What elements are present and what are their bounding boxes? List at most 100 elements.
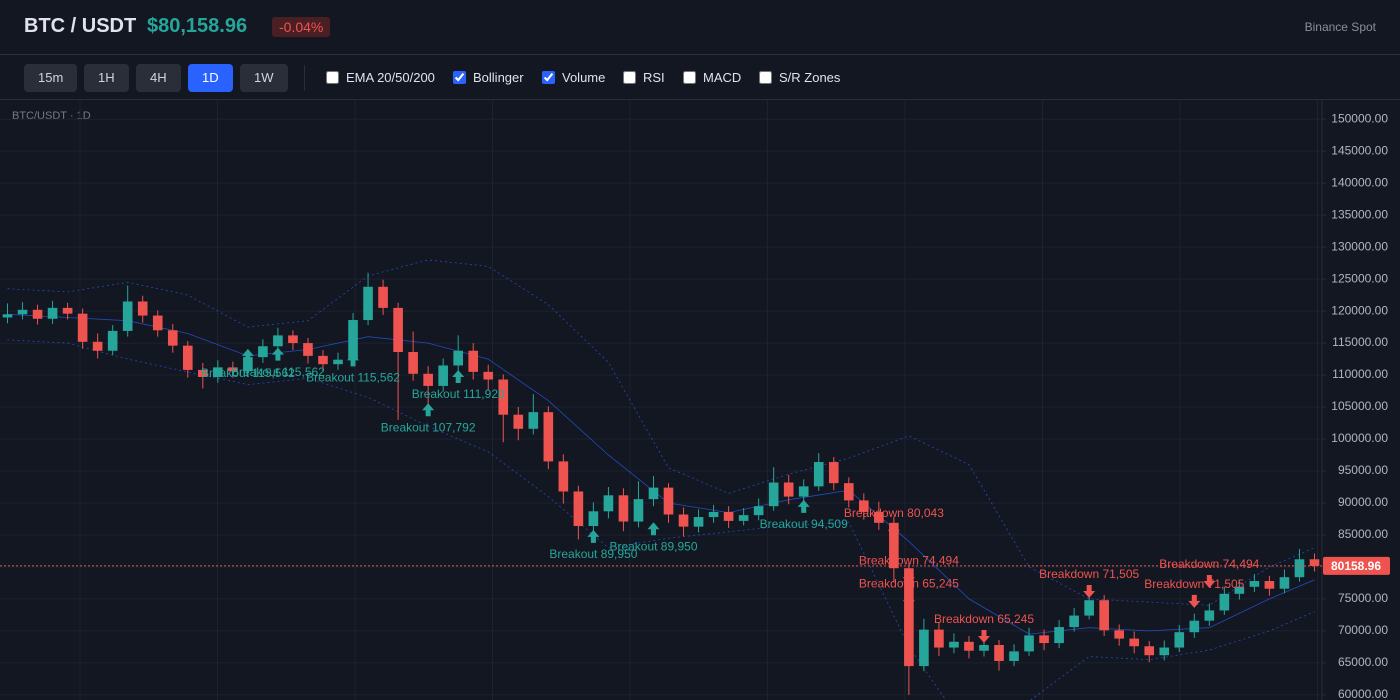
signal-arrow <box>1188 594 1201 608</box>
candle-body <box>393 307 403 353</box>
indicator-toggle[interactable]: S/R Zones <box>759 70 840 85</box>
signal-arrow <box>902 594 915 608</box>
candle-body <box>558 461 569 492</box>
candle-body <box>1129 638 1140 647</box>
candle-body <box>1249 581 1260 587</box>
candle-body <box>137 301 148 316</box>
candle-body <box>919 629 929 667</box>
y-tick-label: 120000.00 <box>1331 303 1388 317</box>
candle-body <box>453 350 464 366</box>
candle-body <box>543 412 554 462</box>
candle-body <box>874 511 884 523</box>
candle-body <box>633 499 644 522</box>
candle-body <box>483 371 494 380</box>
candle-body <box>723 511 734 521</box>
candle-body <box>904 568 914 667</box>
candle-body <box>348 320 358 360</box>
timeframe-button[interactable]: 1D <box>188 64 233 92</box>
candle-body <box>32 309 43 319</box>
indicator-label: MACD <box>703 70 742 85</box>
signal-label: Breakout 89,950 <box>609 539 697 553</box>
candle-body <box>1069 615 1079 628</box>
y-tick-label: 105000.00 <box>1331 399 1388 413</box>
y-tick-label: 125000.00 <box>1331 271 1388 285</box>
candle-body <box>1174 632 1185 648</box>
candle-body <box>813 462 824 487</box>
candle-body <box>1024 635 1034 652</box>
checkbox[interactable] <box>683 71 696 84</box>
signal-label: Breakdown 74,494 <box>1159 557 1259 571</box>
signal-arrow <box>1203 575 1216 589</box>
candle-body <box>1309 559 1320 566</box>
y-tick-label: 75000.00 <box>1338 591 1388 605</box>
change: -0.04% <box>272 17 331 37</box>
timeframe-button[interactable]: 15m <box>24 64 78 92</box>
candle-body <box>197 369 208 377</box>
signal-label: Breakdown 74,494 <box>859 553 959 567</box>
checkbox[interactable] <box>623 71 636 84</box>
chart-bg <box>0 100 1400 700</box>
candle-body <box>498 379 509 415</box>
signal-arrow <box>422 403 435 417</box>
signal-label: Breakdown 71,505 <box>1144 577 1244 591</box>
signal-arrow <box>797 499 810 513</box>
candle-body <box>693 517 704 527</box>
y-tick-label: 100000.00 <box>1331 431 1388 445</box>
toolbar: 15m 1H 4H 1D 1W EMA 20/50/200 Bollinger Volume R… <box>0 55 1400 100</box>
exchange: Binance Spot <box>1304 20 1376 34</box>
candle-body <box>1204 610 1215 621</box>
checkbox[interactable] <box>542 71 555 84</box>
candle-body <box>858 500 869 512</box>
candle-body <box>468 350 479 372</box>
signal-arrow <box>347 353 360 367</box>
indicator-toggle[interactable]: Bollinger <box>453 70 524 85</box>
candle-body <box>182 345 193 370</box>
timeframe-button[interactable]: 1H <box>84 64 129 92</box>
indicator-toggle[interactable]: MACD <box>683 70 741 85</box>
indicator-label: Volume <box>562 70 606 85</box>
signal-label: Breakdown 65,245 <box>859 576 959 590</box>
candle-body <box>949 641 959 648</box>
candle-body <box>243 357 253 372</box>
price: $80,158.96 <box>147 15 248 37</box>
candle-body <box>1039 635 1049 644</box>
candle-body <box>333 359 343 365</box>
candle-body <box>92 341 103 351</box>
candle-body <box>1189 620 1200 633</box>
signal-label: Breakout 115,562 <box>306 371 400 385</box>
indicator-toggle[interactable]: Volume <box>542 70 605 85</box>
candle-body <box>258 346 268 358</box>
signal-arrow <box>647 522 660 536</box>
candle-body <box>303 343 313 356</box>
candle-body <box>2 314 13 318</box>
signal-label: Breakout 89,950 <box>549 547 637 561</box>
timeframe-button[interactable]: 4H <box>136 64 181 92</box>
candle-body <box>648 487 659 500</box>
header: BTC / USDT $80,158.96 -0.04% Binance Spo… <box>0 0 1400 55</box>
candle-body <box>423 373 433 386</box>
timeframe-button[interactable]: 1W <box>240 64 288 92</box>
candle-body <box>1054 627 1064 644</box>
y-tick-label: 65000.00 <box>1338 655 1388 669</box>
signal-arrow <box>241 348 254 362</box>
candle-body <box>288 335 298 344</box>
candle-body <box>1264 581 1275 589</box>
y-tick-label: 60000.00 <box>1338 687 1388 700</box>
checkbox[interactable] <box>759 71 772 84</box>
candle-body <box>1219 593 1230 611</box>
candle-body <box>318 355 328 365</box>
signal-arrow <box>452 369 465 383</box>
candle-body <box>889 522 899 569</box>
last-price-label: 80158.96 <box>1331 559 1381 573</box>
checkbox[interactable] <box>453 71 466 84</box>
indicator-toggle[interactable]: EMA 20/50/200 <box>326 70 435 85</box>
checkbox[interactable] <box>326 71 339 84</box>
signal-arrow <box>902 571 915 585</box>
candle-body <box>152 315 163 331</box>
candle-body <box>122 301 133 331</box>
indicator-toggle[interactable]: RSI <box>623 70 665 85</box>
candle-body <box>363 286 373 321</box>
